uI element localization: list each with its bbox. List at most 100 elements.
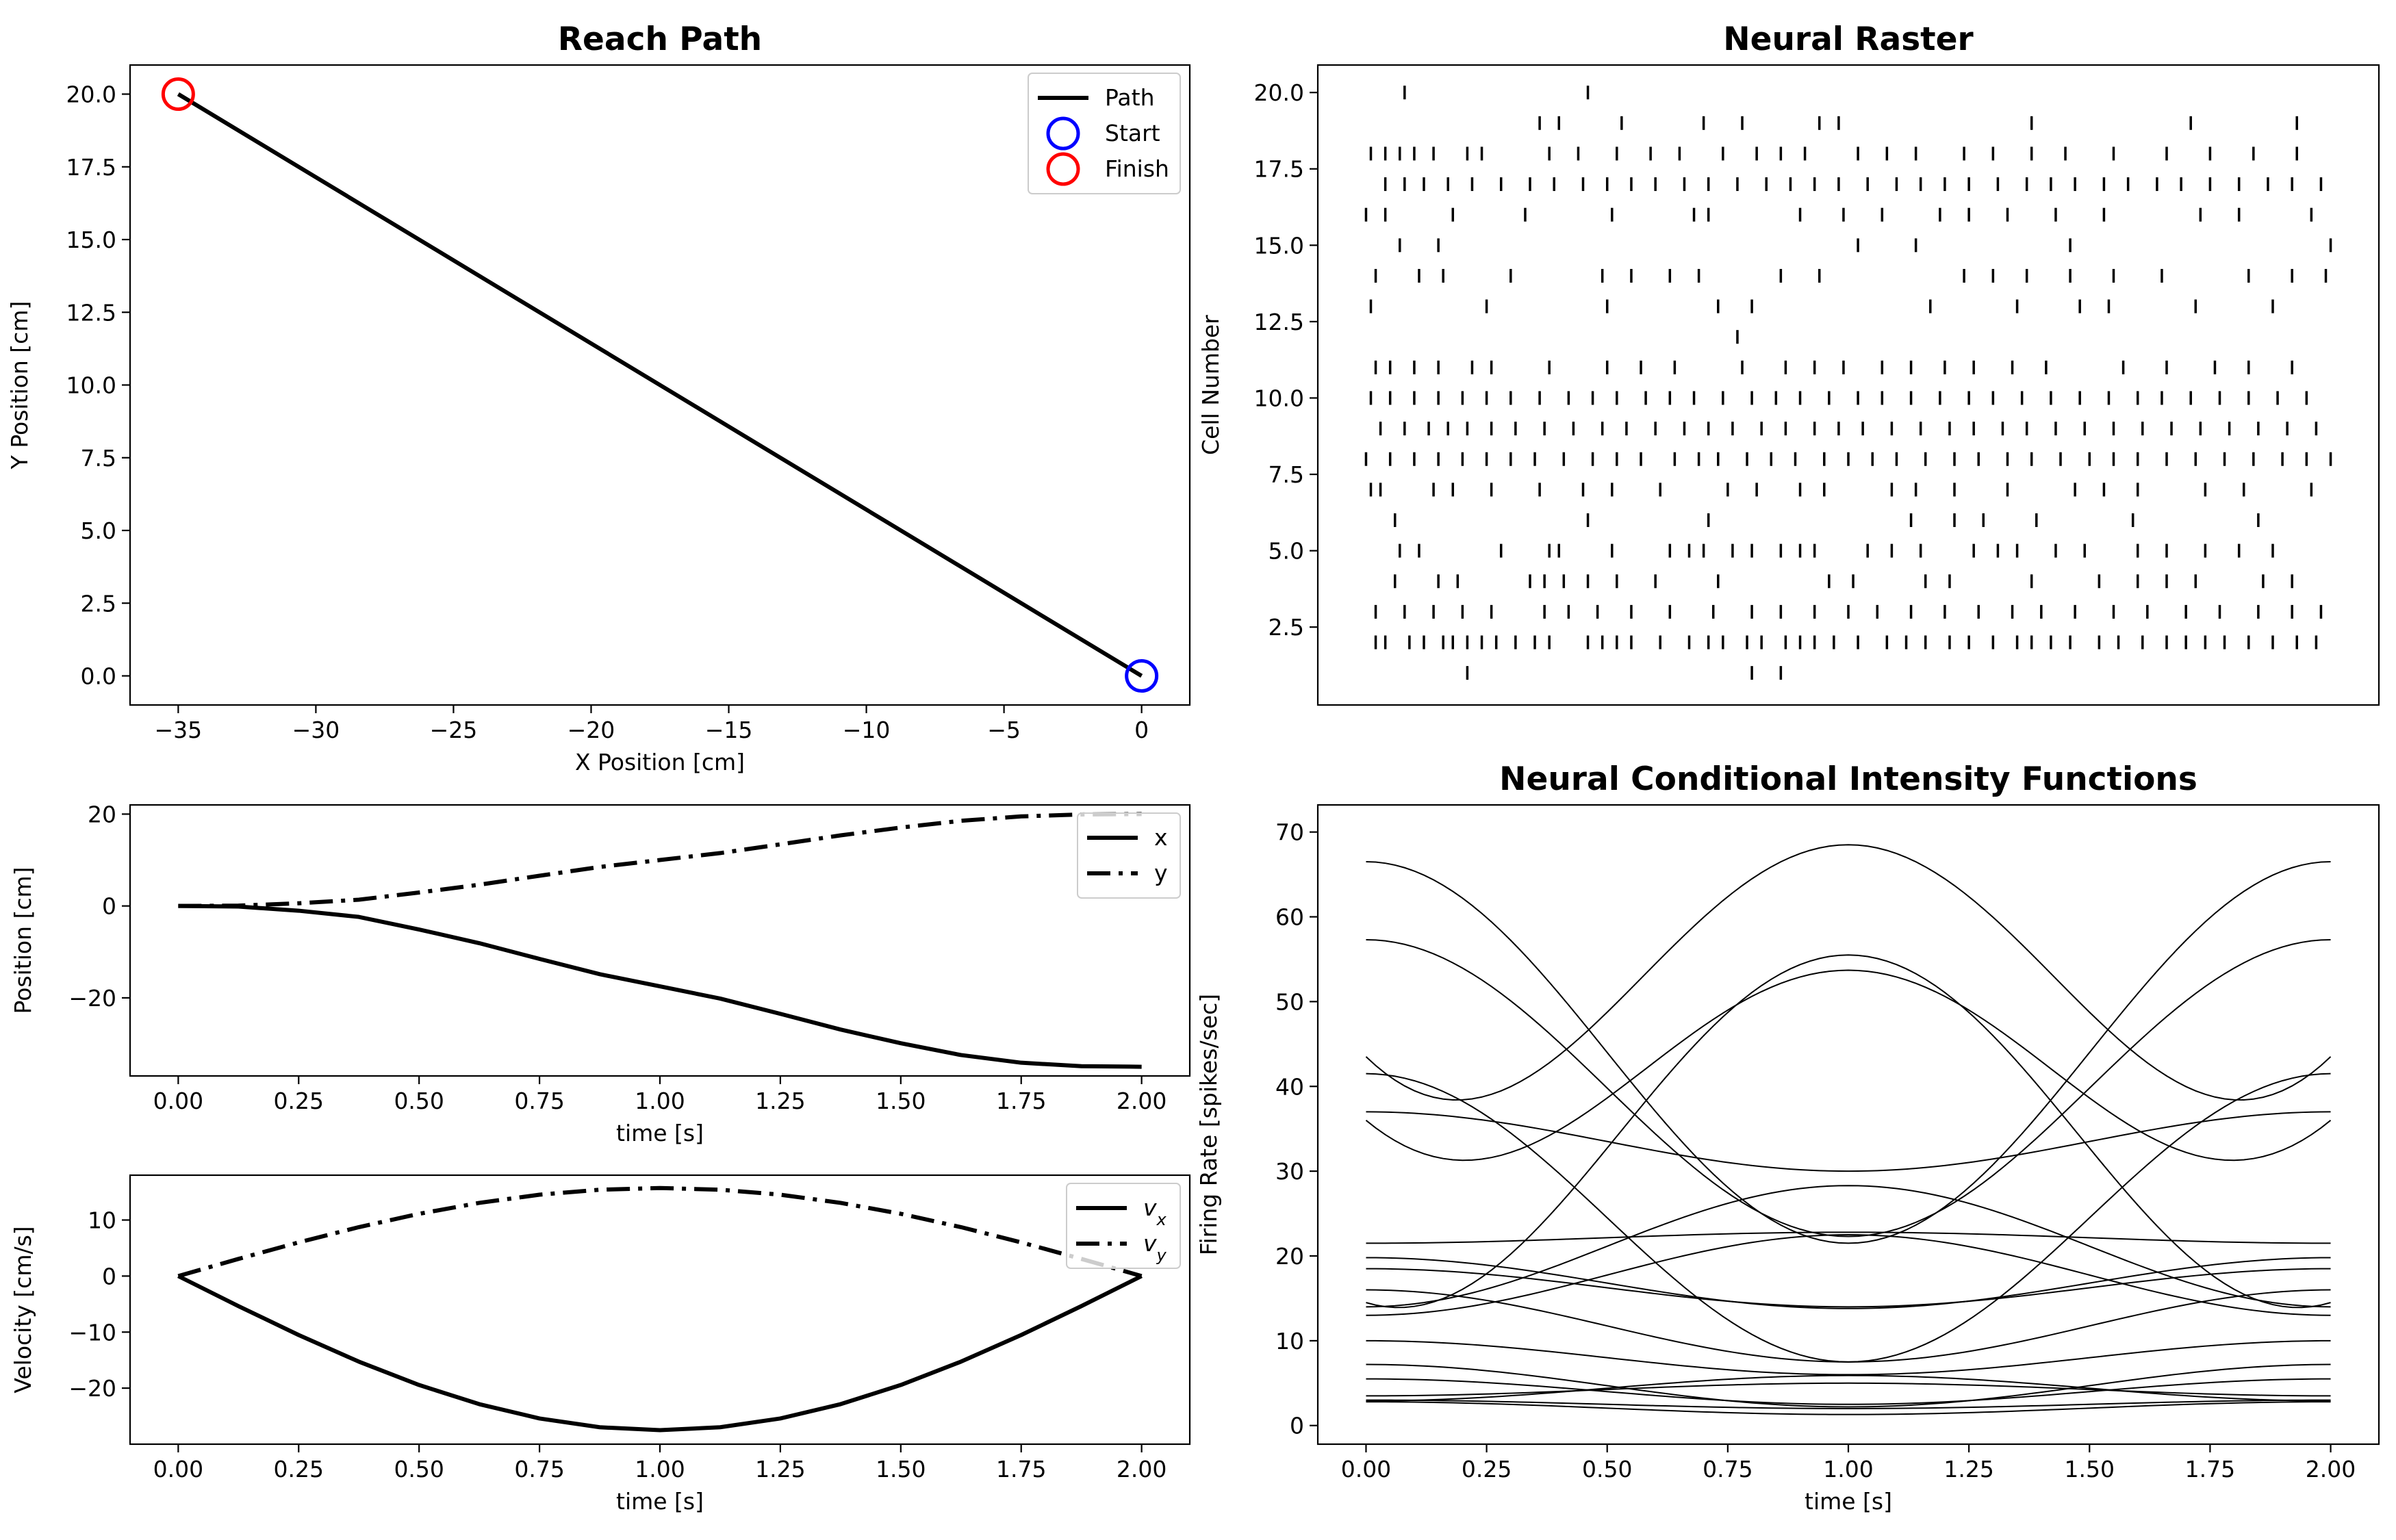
- x-tick-label: 2.00: [2306, 1456, 2356, 1483]
- chart-title: Neural Raster: [1723, 21, 1974, 58]
- legend-frame: [1077, 812, 1181, 899]
- cif-curve-4: [1366, 938, 2331, 1237]
- y-tick-label: 50: [1275, 988, 1304, 1015]
- marker-finish: [161, 77, 195, 111]
- series-line-vx: [177, 1274, 1143, 1433]
- x-tick-label: −5: [987, 717, 1021, 743]
- marker-start: [1125, 659, 1159, 693]
- legend-swatch-circle: [1046, 116, 1080, 151]
- y-tick-label: 5.0: [1269, 538, 1304, 565]
- y-tick-label: 10: [1275, 1328, 1304, 1355]
- chart-title: Reach Path: [558, 21, 762, 58]
- axes-cif: Neural Conditional Intensity Functions 0.…: [1195, 760, 2356, 1515]
- y-tick-label: 20: [88, 801, 116, 827]
- x-tick-label: 1.50: [2065, 1456, 2115, 1483]
- y-tick-label: 20.0: [66, 81, 116, 108]
- cif-curves: [1365, 844, 2332, 1415]
- axes-frame-raster: [1316, 64, 2380, 706]
- cif-curve-20: [1366, 1401, 2331, 1415]
- y-tick-label: 2.5: [81, 590, 116, 617]
- axes-frame-velocity: [129, 1174, 1191, 1446]
- y-axis-label: Firing Rate [spikes/sec]: [1195, 994, 1222, 1255]
- axes-frame-position: [129, 804, 1191, 1077]
- y-axis-label: Y Position [cm]: [6, 301, 33, 470]
- x-tick-label: 0.75: [514, 1456, 564, 1483]
- x-tick-label: 0.50: [1582, 1456, 1632, 1483]
- y-axis-label: Cell Number: [1197, 315, 1224, 455]
- x-tick-label: 1.00: [1823, 1456, 1873, 1483]
- axes-velocity: 0.00 0.25 0.50 0.75 1.00 1.25 1.50 1.75 2.00 −20 −…: [10, 1207, 1167, 1515]
- x-tick-label: −20: [568, 717, 615, 743]
- legend-label: Finish: [1105, 155, 1169, 182]
- cif-curve-19: [1366, 1399, 2331, 1409]
- x-tick-label: 0: [1134, 717, 1149, 743]
- x-tick-label: 0.50: [394, 1088, 444, 1114]
- x-tick-label: 0.75: [514, 1088, 564, 1114]
- x-tick-label: 1.25: [755, 1456, 805, 1483]
- x-tick-label: −35: [155, 717, 203, 743]
- cif-curve-14: [1366, 1339, 2331, 1376]
- y-tick-label: 40: [1275, 1073, 1304, 1100]
- legend-label-subscript: x: [1156, 1210, 1167, 1229]
- cif-curve-1: [1365, 844, 2332, 1101]
- cif-curve-12: [1366, 1268, 2331, 1308]
- x-tick-label: 0.00: [153, 1088, 203, 1114]
- x-tick-label: 1.75: [2185, 1456, 2235, 1483]
- cif-curve-7: [1366, 1111, 2331, 1172]
- x-tick-label: 1.00: [635, 1088, 685, 1114]
- cif-curve-16: [1366, 1378, 2331, 1405]
- cif-curve-3: [1366, 860, 2331, 1244]
- cif-curve-17: [1366, 1382, 2331, 1397]
- legend: xy: [1077, 812, 1181, 899]
- cif-curve-6: [1366, 954, 2331, 1309]
- x-tick-label: 2.00: [1117, 1456, 1167, 1483]
- x-tick-label: 1.25: [755, 1088, 805, 1114]
- y-tick-label: 0: [102, 893, 116, 920]
- y-tick-label: 60: [1275, 904, 1304, 931]
- series-line-y: [178, 812, 1142, 908]
- cif-curve-11: [1366, 1257, 2331, 1309]
- legend-swatch-circle: [1046, 152, 1080, 186]
- y-tick-label: 0: [1290, 1413, 1304, 1439]
- x-tick-label: 1.75: [996, 1088, 1046, 1114]
- cif-curve-8: [1366, 1185, 2331, 1308]
- x-tick-label: 1.75: [996, 1456, 1046, 1483]
- x-tick-label: 2.00: [1117, 1088, 1167, 1114]
- y-axis-label: Position [cm]: [10, 867, 36, 1014]
- x-tick-label: 0.00: [153, 1456, 203, 1483]
- raster-spikes: [1364, 86, 2332, 680]
- cif-curve-18: [1366, 1374, 2331, 1402]
- y-tick-label: 10.0: [66, 372, 116, 399]
- series-line-x: [178, 903, 1142, 1069]
- legend: Path Start Finish: [1028, 73, 1181, 194]
- y-tick-label: 30: [1275, 1158, 1304, 1185]
- axes-reach: Reach Path −35 −30 −25 −20 −15 −10 −5 0 0.0 2.5 5.0…: [6, 21, 1149, 775]
- x-tick-label: 0.25: [274, 1088, 324, 1114]
- cif-curve-15: [1366, 1363, 2331, 1408]
- x-tick-label: 1.50: [876, 1088, 926, 1114]
- x-tick-label: 1.25: [1943, 1456, 1993, 1483]
- y-tick-label: 20.0: [1254, 79, 1304, 106]
- axes-frame-cif: [1316, 804, 2380, 1446]
- x-tick-label: 0.00: [1341, 1456, 1391, 1483]
- y-tick-label: 7.5: [81, 445, 116, 472]
- x-tick-label: 1.50: [876, 1456, 926, 1483]
- x-tick-label: 1.00: [635, 1456, 685, 1483]
- legend-label: y: [1154, 860, 1168, 886]
- y-tick-label: 2.5: [1269, 614, 1304, 641]
- x-axis-label: time [s]: [1805, 1488, 1892, 1515]
- y-tick-label: 17.5: [1254, 156, 1304, 183]
- axes-frame-reach: [129, 64, 1191, 706]
- y-tick-label: −20: [68, 1375, 116, 1402]
- y-tick-label: 70: [1275, 819, 1304, 846]
- legend-label: Path: [1105, 84, 1155, 111]
- x-tick-label: −30: [292, 717, 340, 743]
- y-tick-label: 0: [102, 1263, 116, 1289]
- y-tick-label: −20: [68, 985, 116, 1012]
- series-line-vy: [177, 1185, 1143, 1279]
- axes-position: 0.00 0.25 0.50 0.75 1.00 1.25 1.50 1.75 2.00 −20 0…: [10, 801, 1167, 1146]
- chart-title: Neural Conditional Intensity Functions: [1499, 760, 2197, 798]
- legend-label: Start: [1105, 120, 1160, 146]
